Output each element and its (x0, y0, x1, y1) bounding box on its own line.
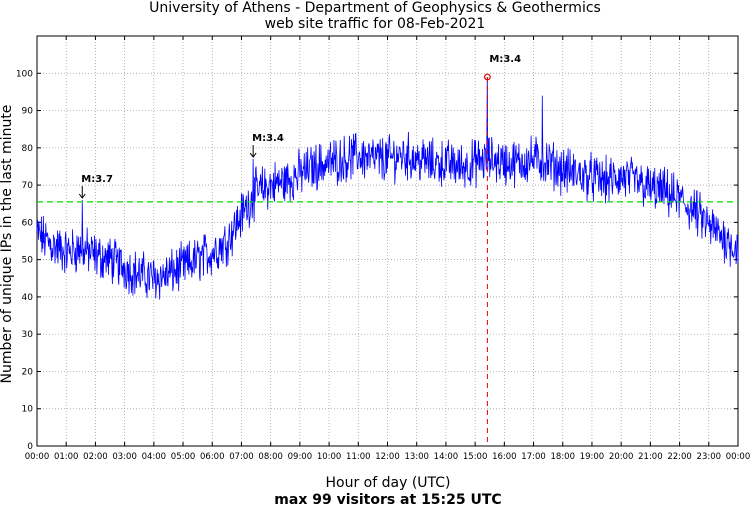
x-tick-label: 21:00 (638, 452, 663, 462)
x-tick-label: 03:00 (112, 452, 137, 462)
y-tick-label: 20 (22, 367, 34, 377)
annotation-label: M:3.7 (81, 174, 113, 185)
x-tick-label: 12:00 (375, 452, 400, 462)
y-tick-label: 100 (16, 69, 33, 79)
annotation-label: M:3.4 (252, 133, 284, 144)
x-tick-label: 05:00 (171, 452, 196, 462)
y-tick-label: 60 (22, 218, 34, 228)
x-tick-label: 22:00 (667, 452, 692, 462)
x-tick-label: 04:00 (142, 452, 167, 462)
x-tick-label: 06:00 (200, 452, 225, 462)
x-axis-label: Hour of day (UTC) (325, 475, 451, 491)
x-tick-label: 00:00 (726, 452, 750, 462)
x-tick-label: 00:00 (25, 452, 50, 462)
chart-subtitle: web site traffic for 08-Feb-2021 (264, 16, 486, 32)
x-tick-label: 15:00 (463, 452, 488, 462)
x-tick-label: 17:00 (521, 452, 546, 462)
y-tick-label: 30 (22, 330, 34, 340)
annotation-arrowhead (249, 152, 257, 158)
x-tick-label: 18:00 (551, 452, 576, 462)
x-tick-label: 11:00 (346, 452, 371, 462)
max-visitors-caption: max 99 visitors at 15:25 UTC (274, 492, 502, 508)
x-tick-label: 09:00 (288, 452, 313, 462)
y-tick-label: 70 (22, 181, 34, 191)
y-tick-label: 40 (22, 293, 34, 303)
traffic-series-line (36, 76, 739, 300)
x-tick-label: 16:00 (492, 452, 517, 462)
x-tick-label: 07:00 (229, 452, 254, 462)
x-tick-label: 14:00 (434, 452, 459, 462)
y-tick-label: 0 (27, 442, 33, 452)
chart-title: University of Athens - Department of Geo… (149, 0, 601, 16)
y-tick-label: 50 (22, 256, 34, 266)
x-tick-label: 10:00 (317, 452, 342, 462)
annotation-arrowhead (78, 193, 86, 199)
annotation-label: M:3.4 (489, 54, 521, 65)
x-tick-label: 23:00 (697, 452, 722, 462)
y-tick-label: 80 (22, 144, 34, 154)
y-tick-label: 90 (22, 107, 34, 117)
x-tick-label: 01:00 (54, 452, 79, 462)
x-tick-label: 02:00 (83, 452, 108, 462)
x-tick-label: 13:00 (404, 452, 429, 462)
x-tick-label: 19:00 (580, 452, 605, 462)
x-tick-label: 08:00 (258, 452, 283, 462)
max-marker-point (483, 73, 491, 81)
x-tick-label: 20:00 (609, 452, 634, 462)
y-tick-label: 10 (22, 405, 34, 415)
